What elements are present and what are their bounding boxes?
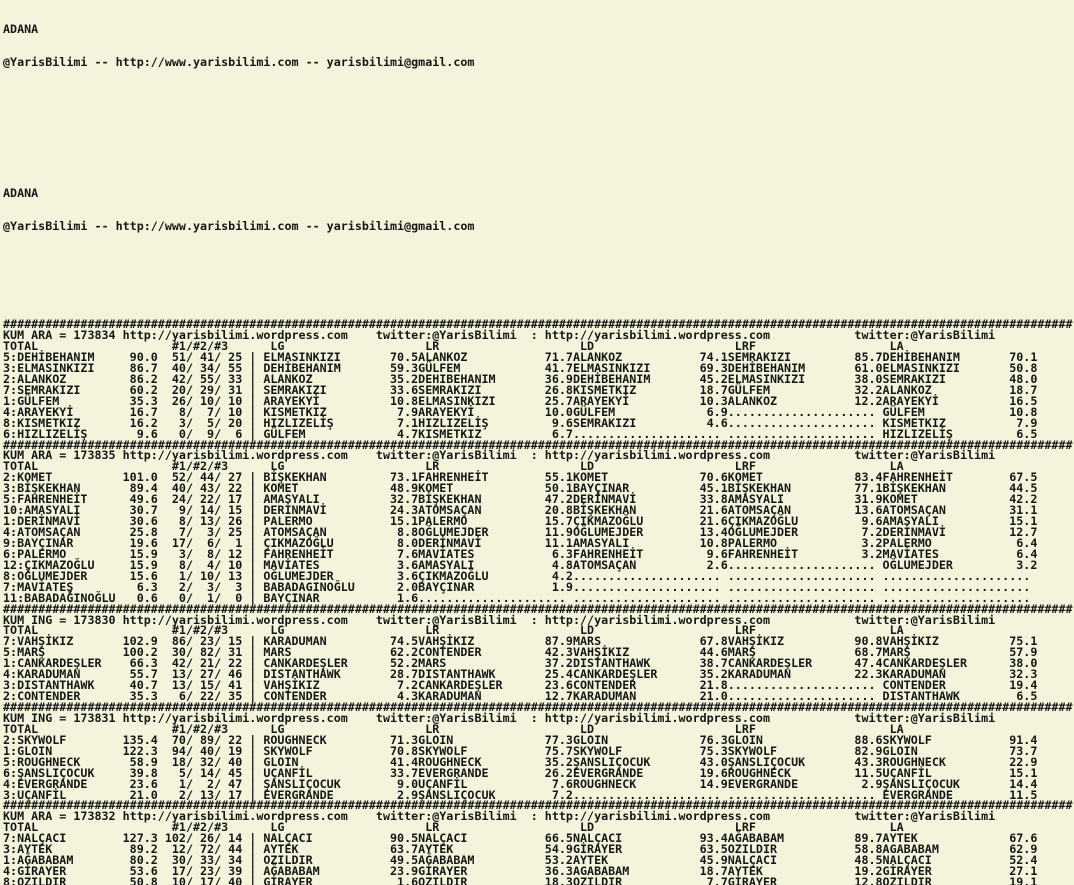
- table-row-line: 1:GÜLFEM 35.3 26/ 10/ 10 | ARAYEKYİ 10.8…: [3, 393, 1038, 408]
- masthead-contact-line: @YarisBilimi -- http://www.yarisbilimi.c…: [3, 54, 475, 69]
- table-row-line: 6:ŞANSLIÇOCUK 39.8 5/ 14/ 45 | UÇANFİL 3…: [3, 765, 1038, 780]
- table-row-line: 11:BABADAĞINOĞLU 0.6 0/ 1/ 0 | BAYÇINAR …: [3, 590, 1038, 605]
- table-row-line: 12:ÇIKMAZOĞLU 15.9 8/ 4/ 10 | MAVİATES 3…: [3, 557, 1038, 572]
- masthead-city-line: ADANA: [3, 21, 39, 36]
- table-row-line: 3:UÇANFİL 21.0 2/ 13/ 17 | EVERGRANDE 2.…: [3, 787, 1038, 802]
- table-row-line: 3:BİŞKEKHAN 89.4 40/ 43/ 22 | KOMET 48.9…: [3, 481, 1038, 496]
- table-row-line: 10:AMASYALI 30.7 9/ 14/ 15 | DERİNMAVİ 2…: [3, 503, 1038, 518]
- race-title-line: KUM ING = 173830 http://yarisbilimi.word…: [3, 612, 996, 627]
- table-row-line: 4:KARADUMAN 55.7 13/ 27/ 46 | DISTANTHAW…: [3, 667, 1038, 682]
- table-row-line: 5:DEHİBEHANIM 90.0 51/ 41/ 25 | ELMASINK…: [3, 350, 1038, 364]
- table-row-line: 8:KISMETKIZ 16.2 3/ 5/ 20 | HIZLIZELİŞ 7…: [3, 415, 1038, 430]
- section-separator-line: ########################################…: [3, 700, 1073, 714]
- table-row-line: 8:OĞLUMEJDER 15.6 1/ 10/ 13 | OĞLUMEJDER…: [3, 568, 1038, 583]
- section-separator-line: ########################################…: [3, 798, 1073, 813]
- table-row-line: 4:ATOMSAÇAN 25.8 7/ 3/ 25 | ATOMSAÇAN 8.…: [3, 525, 1038, 539]
- table-row-line: 7:MAVİATEŞ 6.3 2/ 3/ 3 | BABADAGINOĞLU 2…: [3, 579, 1038, 594]
- table-row-line: 7:SEMRAKIZI 60.2 20/ 29/ 31 | SEMRAKIZI …: [3, 382, 1038, 397]
- table-row-line: 3:DISTANTHAWK 40.7 13/ 15/ 41 | VAHŞİKIZ…: [3, 678, 1038, 693]
- table-row-line: 2:CONTENDER 35.3 6/ 22/ 35 | CONTENDER 4…: [3, 689, 1038, 704]
- masthead-city-line: ADANA: [3, 185, 39, 200]
- table-row-line: 1:GLOIN 122.3 94/ 40/ 19 | SKYWOLF 70.8S…: [3, 743, 1038, 758]
- table-row-line: 4:GİRAYER 53.6 17/ 23/ 39 | AĞABABAM 23.…: [3, 864, 1038, 879]
- masthead-contact-line: @YarisBilimi -- http://www.yarisbilimi.c…: [3, 218, 475, 233]
- blank-line: [3, 155, 1074, 166]
- table-row-line: 5:FAHRENHEİT 49.6 24/ 22/ 17 | AMASYALI …: [3, 492, 1038, 507]
- section-separator-line: ########################################…: [3, 317, 1073, 332]
- race-sections: ########################################…: [3, 317, 1074, 885]
- column-header-line: TOTAL #1/#2/#3 LG LR LD LRF LA: [3, 623, 904, 638]
- table-row-line: 3:ELMASINKIZI 86.7 40/ 34/ 55 | DEHİBEHA…: [3, 360, 1038, 375]
- column-header-line: TOTAL #1/#2/#3 LG LR LD LRF LA: [3, 820, 904, 835]
- table-row-line: 7:NALÇACI 127.3 102/ 26/ 14 | NALÇACI 90…: [3, 831, 1038, 846]
- blank-line: [3, 122, 1074, 133]
- section-separator-line: ########################################…: [3, 601, 1073, 616]
- table-row-line: 4:ARAYEKYİ 16.7 8/ 7/ 10 | KISMETKIZ 7.9…: [3, 404, 1038, 419]
- race-title-line: KUM ING = 173831 http://yarisbilimi.word…: [3, 710, 996, 725]
- race-title-line: KUM ARA = 173834 http://yarisbilimi.word…: [3, 328, 996, 343]
- column-header-line: TOTAL #1/#2/#3 LG LR LD LRF LA: [3, 459, 904, 474]
- race-title-line: KUM ARA = 173832 http://yarisbilimi.word…: [3, 809, 996, 824]
- table-row-line: 9:BAYÇINAR 19.6 17/ 6/ 1 | ÇIKMAZOĞLU 8.…: [3, 535, 1038, 550]
- blank-line: [3, 90, 1074, 101]
- race-title-line: KUM ARA = 173835 http://yarisbilimi.word…: [3, 448, 996, 463]
- table-row-line: 1:AĞABABAM 80.2 30/ 33/ 34 | OZILDIR 49.…: [3, 853, 1038, 868]
- table-row-line: 6:HIZLIZELİŞ 9.6 0/ 9/ 6 | GÜLFEM 4.7KIS…: [3, 426, 1038, 441]
- table-row-line: 5:ROUGHNECK 58.9 18/ 32/ 40 | GLOIN 41.4…: [3, 754, 1038, 769]
- column-header-line: TOTAL #1/#2/#3 LG LR LD LRF LA: [3, 339, 904, 354]
- table-row-line: 5:MARŞ 100.2 30/ 82/ 31 | MARS 62.2CONTE…: [3, 645, 1038, 660]
- blank-line: [3, 254, 1074, 265]
- table-row-line: 2:SKYWOLF 135.4 70/ 89/ 22 | ROUGHNECK 7…: [3, 732, 1038, 747]
- table-row-line: 2:KOMET 101.0 52/ 44/ 27 | BİŞKEKHAN 73.…: [3, 470, 1038, 485]
- table-row-line: 3:AYTEK 89.2 12/ 72/ 44 | AYTEK 63.7AYTE…: [3, 842, 1038, 857]
- table-row-line: 8:OZILDIR 50.8 10/ 17/ 40 | GİRAYER 1.6O…: [3, 875, 1038, 885]
- table-row-line: 6:PALERMO 15.9 3/ 8/ 12 | FAHRENHEİT 7.6…: [3, 546, 1038, 561]
- table-row-line: 1:CANKARDEŞLER 66.3 42/ 21/ 22 | CANKARD…: [3, 656, 1038, 671]
- table-row-line: 7:VAHŞİKIZ 102.9 86/ 23/ 15 | KARADUMAN …: [3, 634, 1038, 649]
- column-header-line: TOTAL #1/#2/#3 LG LR LD LRF LA: [3, 721, 904, 736]
- blank-line: [3, 286, 1074, 297]
- section-separator-line: ########################################…: [3, 437, 1073, 452]
- table-row-line: 4:EVERGRANDE 23.6 1/ 2/ 47 | ŞANSLIÇOCUK…: [3, 776, 1038, 791]
- table-row-line: 1:DERİNMAVİ 30.6 8/ 13/ 26 | PALERMO 15.…: [3, 514, 1038, 529]
- table-row-line: 2:ALANKOZ 86.2 42/ 55/ 33 | ALANKOZ 35.2…: [3, 371, 1038, 386]
